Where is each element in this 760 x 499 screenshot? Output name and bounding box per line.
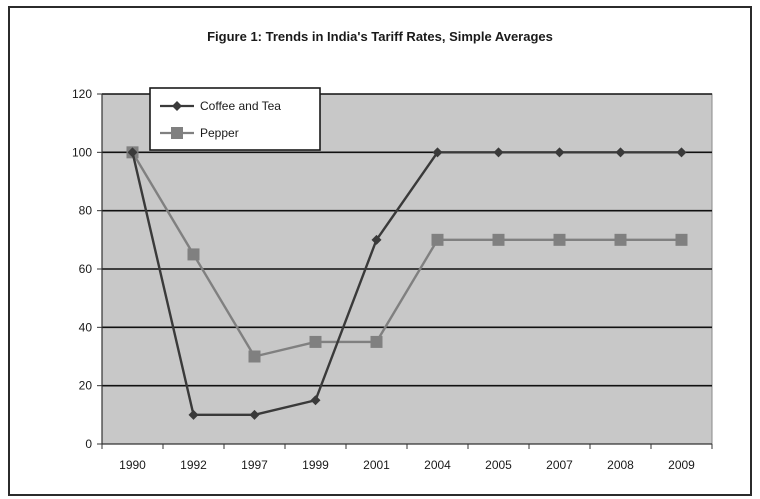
grid-lines: [102, 93, 712, 387]
legend: Coffee and Tea Pepper: [149, 87, 321, 151]
x-tick-label: 1992: [180, 458, 207, 472]
legend-label-coffee-and-tea: Coffee and Tea: [200, 99, 281, 113]
x-tick-label: 1990: [119, 458, 146, 472]
data-point-pepper: [309, 335, 322, 348]
y-tick-label: 40: [79, 320, 93, 334]
data-point-coffee-and-tea: [249, 409, 260, 420]
line-chart: Figure 1: Trends in India's Tariff Rates…: [72, 29, 713, 472]
data-point-coffee-and-tea: [188, 409, 199, 420]
data-point-pepper: [492, 233, 505, 246]
legend-box: [149, 87, 321, 151]
data-point-pepper: [431, 233, 444, 246]
series-coffee-and-tea: [127, 147, 687, 420]
data-point-coffee-and-tea: [127, 147, 138, 158]
y-tick-label: 60: [79, 262, 93, 276]
y-tick-label: 20: [79, 379, 93, 393]
x-tick-label: 1999: [302, 458, 329, 472]
series-line-pepper: [131, 151, 682, 358]
y-tick-label: 0: [85, 437, 92, 451]
y-tick-label: 80: [79, 204, 93, 218]
legend-marker-coffee-and-tea: [172, 101, 182, 111]
data-point-pepper: [553, 233, 566, 246]
data-point-coffee-and-tea: [432, 147, 443, 158]
series-layer: [126, 146, 688, 420]
x-tick-label: 1997: [241, 458, 268, 472]
data-point-coffee-and-tea: [615, 147, 626, 158]
data-point-pepper: [614, 233, 627, 246]
y-tick-label: 120: [72, 87, 92, 101]
data-point-coffee-and-tea: [371, 234, 382, 245]
data-point-pepper: [675, 233, 688, 246]
chart-title: Figure 1: Trends in India's Tariff Rates…: [207, 29, 553, 44]
x-tick-label: 2007: [546, 458, 573, 472]
series-line-coffee-and-tea: [131, 151, 682, 417]
legend-label-pepper: Pepper: [200, 126, 239, 140]
data-point-pepper: [370, 335, 383, 348]
data-point-pepper: [187, 248, 200, 261]
legend-marker-pepper: [171, 127, 183, 139]
chart-frame: Figure 1: Trends in India's Tariff Rates…: [8, 6, 752, 496]
data-point-coffee-and-tea: [493, 147, 504, 158]
x-tick-label: 2009: [668, 458, 695, 472]
data-point-coffee-and-tea: [676, 147, 687, 158]
data-point-coffee-and-tea: [310, 395, 321, 406]
x-tick-label: 2008: [607, 458, 634, 472]
series-pepper: [126, 146, 688, 363]
data-point-pepper: [248, 350, 261, 363]
x-tick-label: 2004: [424, 458, 451, 472]
y-axis-ticks: 0 20 40 60 80 100 120: [72, 87, 102, 451]
x-tick-label: 2005: [485, 458, 512, 472]
data-point-coffee-and-tea: [554, 147, 565, 158]
y-tick-label: 100: [72, 145, 92, 159]
x-tick-label: 2001: [363, 458, 390, 472]
x-axis-ticks: 1990 1992 1997 1999 2001 2004 2005 2007 2008 2009: [101, 444, 713, 472]
